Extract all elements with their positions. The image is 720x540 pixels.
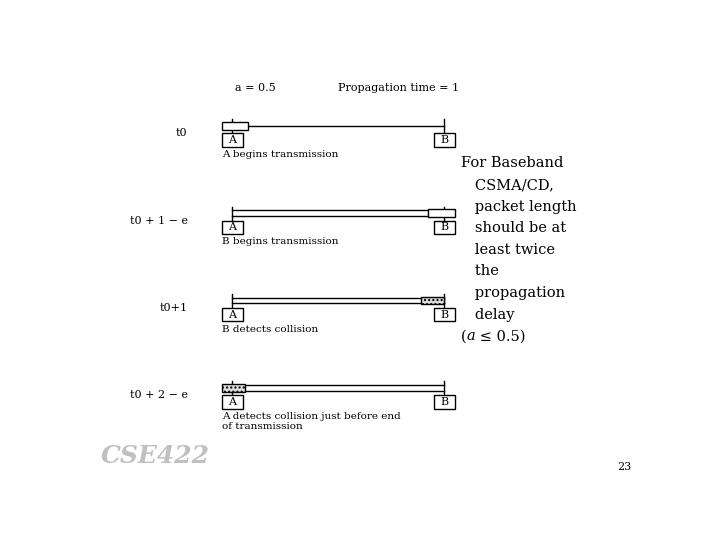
Text: A: A: [228, 222, 236, 232]
Text: A detects collision just before end
of transmission: A detects collision just before end of t…: [222, 412, 400, 431]
Bar: [222, 308, 243, 321]
Text: t0+1: t0+1: [160, 303, 188, 313]
Text: a: a: [467, 329, 475, 343]
Text: B: B: [440, 310, 449, 320]
Bar: [222, 221, 243, 234]
Text: CSE422: CSE422: [101, 444, 210, 468]
Text: B: B: [440, 397, 449, 407]
Text: A: A: [228, 397, 236, 407]
Bar: [433, 133, 455, 147]
Text: Propagation time = 1: Propagation time = 1: [338, 83, 459, 93]
Text: ≤ 0.5): ≤ 0.5): [475, 329, 526, 343]
Text: the: the: [461, 265, 499, 279]
Text: B: B: [440, 222, 449, 232]
Text: For Baseband: For Baseband: [461, 156, 564, 170]
Text: (: (: [461, 329, 469, 343]
Text: A: A: [228, 135, 236, 145]
Bar: [433, 221, 455, 234]
Text: 23: 23: [617, 462, 631, 472]
Text: least twice: least twice: [461, 243, 555, 256]
Bar: [433, 395, 455, 409]
Text: propagation: propagation: [461, 286, 565, 300]
Bar: [222, 384, 245, 392]
Text: delay: delay: [461, 308, 515, 322]
Bar: [428, 210, 455, 217]
Text: a = 0.5: a = 0.5: [235, 83, 276, 93]
Text: A begins transmission: A begins transmission: [222, 150, 338, 159]
Text: t0 + 1 − e: t0 + 1 − e: [130, 215, 188, 226]
Text: packet length: packet length: [461, 199, 577, 213]
Text: CSMA/CD,: CSMA/CD,: [461, 178, 554, 192]
Text: should be at: should be at: [461, 221, 566, 235]
Text: B: B: [440, 135, 449, 145]
Text: t0: t0: [176, 129, 188, 138]
Text: B detects collision: B detects collision: [222, 325, 318, 334]
Text: t0 + 2 − e: t0 + 2 − e: [130, 390, 188, 400]
Bar: [222, 395, 243, 409]
Text: B begins transmission: B begins transmission: [222, 238, 338, 246]
Bar: [433, 308, 455, 321]
Bar: [222, 133, 243, 147]
Text: A: A: [228, 310, 236, 320]
Bar: [421, 297, 444, 305]
Bar: [222, 122, 248, 130]
